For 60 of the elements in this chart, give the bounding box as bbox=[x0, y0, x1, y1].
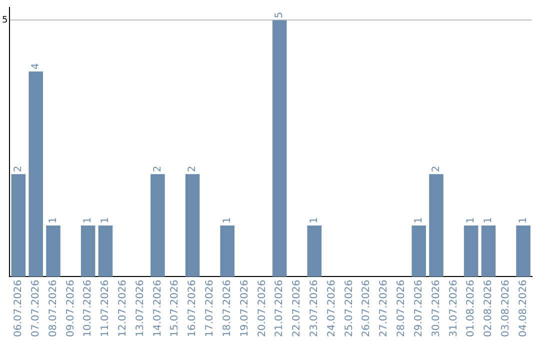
data-label: 2 bbox=[13, 166, 24, 172]
data-label: 1 bbox=[466, 217, 477, 224]
x-tick-label: 27.07.2026 bbox=[378, 280, 390, 338]
x-tick-label: 01.08.2026 bbox=[466, 280, 477, 338]
bar bbox=[28, 72, 43, 277]
x-tick-label: 28.07.2026 bbox=[396, 280, 408, 338]
bar bbox=[185, 174, 200, 277]
x-tick-label: 04.08.2026 bbox=[518, 280, 529, 338]
bar bbox=[481, 225, 496, 277]
bar bbox=[150, 174, 165, 277]
x-tick-label: 19.07.2026 bbox=[239, 280, 250, 338]
x-tick-label: 29.07.2026 bbox=[413, 280, 424, 338]
x-tick-label: 03.08.2026 bbox=[500, 280, 512, 338]
x-tick-label: 16.07.2026 bbox=[187, 280, 198, 338]
bar bbox=[464, 225, 478, 277]
x-tick-label: 10.07.2026 bbox=[82, 280, 94, 338]
x-tick-label: 21.07.2026 bbox=[274, 280, 286, 338]
data-label: 2 bbox=[187, 166, 198, 172]
x-tick-label: 11.07.2026 bbox=[100, 280, 112, 338]
data-label: 1 bbox=[483, 217, 494, 224]
bar bbox=[80, 225, 96, 277]
x-tick-label: 26.07.2026 bbox=[361, 280, 372, 338]
x-tick-label: 30.07.2026 bbox=[430, 280, 442, 338]
x-tick-label: 23.07.2026 bbox=[308, 280, 320, 338]
data-label: 1 bbox=[82, 217, 94, 224]
data-label: 1 bbox=[413, 217, 424, 224]
x-tick-label: 13.07.2026 bbox=[134, 280, 146, 338]
x-tick-label: 09.07.2026 bbox=[65, 280, 76, 338]
x-tick-label: 08.07.2026 bbox=[48, 280, 59, 338]
data-label: 1 bbox=[100, 217, 112, 224]
x-tick-label: 20.07.2026 bbox=[256, 280, 268, 338]
bar bbox=[516, 225, 530, 277]
bar bbox=[272, 20, 287, 277]
data-label: 2 bbox=[430, 166, 442, 172]
bar bbox=[412, 225, 426, 277]
x-tick-label: 06.07.2026 bbox=[13, 280, 24, 338]
x-tick-label: 25.07.2026 bbox=[344, 280, 355, 338]
x-tick-label: 31.07.2026 bbox=[448, 280, 460, 338]
x-tick-label: 14.07.2026 bbox=[152, 280, 164, 338]
data-label: 2 bbox=[152, 166, 164, 172]
bar bbox=[46, 225, 60, 277]
x-tick-label: 17.07.2026 bbox=[204, 280, 216, 338]
x-tick-label: 18.07.2026 bbox=[222, 280, 233, 338]
bar bbox=[98, 225, 113, 277]
x-tick-label: 15.07.2026 bbox=[170, 280, 181, 338]
data-label: 4 bbox=[30, 63, 42, 70]
x-tick-label: 22.07.2026 bbox=[292, 280, 303, 338]
data-label: 5 bbox=[274, 12, 286, 18]
x-tick-label: 24.07.2026 bbox=[326, 280, 338, 338]
x-tick-label: 12.07.2026 bbox=[117, 280, 128, 338]
bar bbox=[220, 225, 234, 277]
data-label: 1 bbox=[222, 217, 233, 224]
x-tick-label: 07.07.2026 bbox=[30, 280, 42, 338]
bar bbox=[307, 225, 322, 277]
bar bbox=[11, 174, 26, 277]
data-label: 1 bbox=[48, 217, 59, 224]
bar bbox=[429, 174, 444, 277]
data-label: 1 bbox=[308, 217, 320, 224]
data-label: 1 bbox=[518, 217, 529, 224]
x-tick-label: 02.08.2026 bbox=[483, 280, 494, 338]
